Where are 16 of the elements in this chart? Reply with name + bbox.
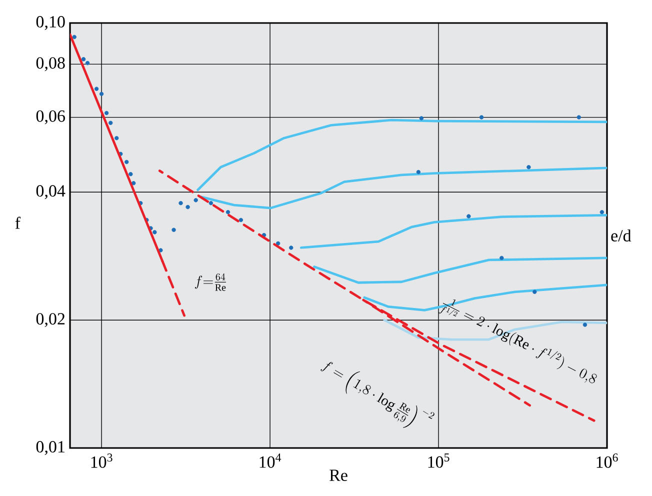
y-tick-label: 0,04	[36, 185, 66, 200]
y-tick-label: 0,06	[36, 110, 65, 124]
y-tick-label: 0,10	[36, 16, 65, 30]
x-axis-title: Re	[330, 470, 348, 482]
x-tick-label: 10$^{5}$	[428, 454, 450, 468]
x-tick-label: 10$^{4}$	[260, 454, 282, 468]
x-tick-label: 10$^{6}$	[596, 454, 618, 468]
annotation: $\frac{1}{f^{1/2}} = 2\cdot\log(\mathrm{Re}\cdot f^{1/2}) - 0{,}8$	[438, 299, 597, 384]
text: e/d	[611, 230, 632, 242]
annotation: $f = \left(1{,}8\cdot\log\frac{\mathrm{Re}}{6{,}9}\right)^{-2}$	[320, 362, 434, 428]
x-tick-label: 10$^{3}$	[91, 454, 112, 468]
y-tick-label: 0,01	[36, 441, 64, 455]
annotation: $f{=}\frac{64}{\mathrm{Re}}$	[194, 273, 226, 291]
y-tick-label: 0,08	[36, 57, 65, 72]
y-axis-title: f	[15, 216, 20, 229]
y-tick-label: 0,02	[36, 313, 65, 328]
